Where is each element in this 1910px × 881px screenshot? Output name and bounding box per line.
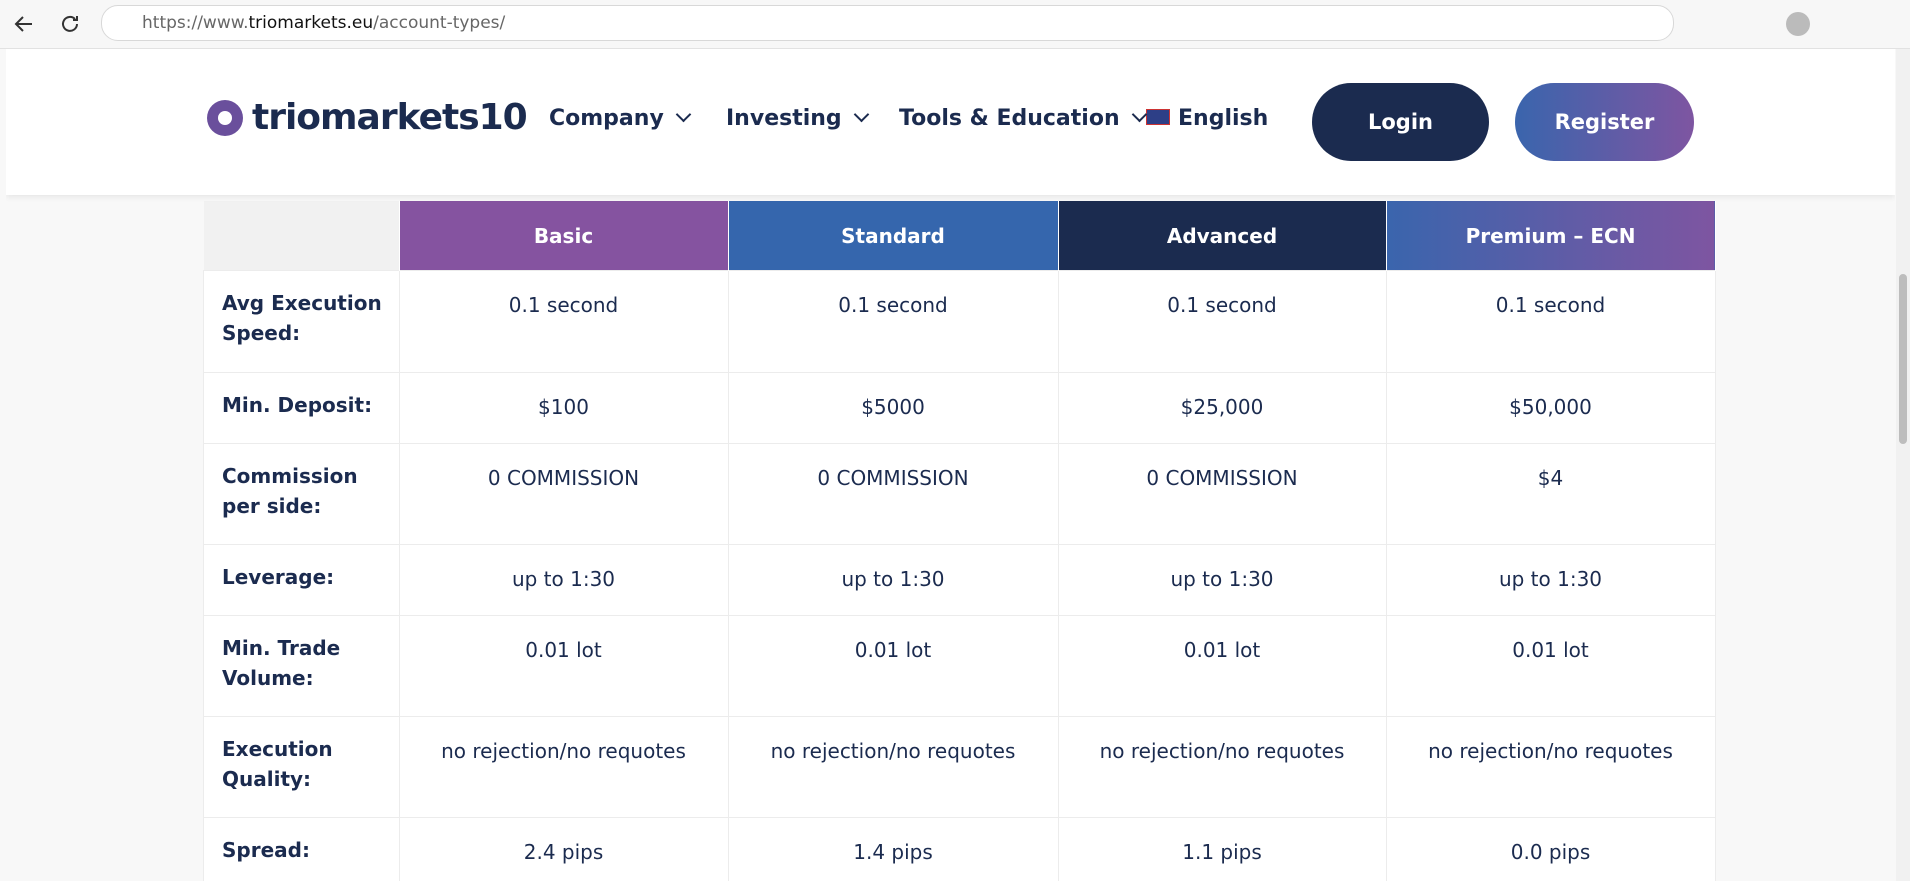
back-button[interactable] [12, 12, 36, 36]
column-header: Premium – ECN [1386, 201, 1716, 271]
register-button[interactable]: Register [1515, 83, 1694, 161]
logo[interactable]: triomarkets10 [252, 97, 528, 138]
header-row: Basic Standard Advanced Premium – ECN [203, 201, 1716, 271]
cell: 0.01 lot [1385, 615, 1716, 717]
site-header: triomarkets10 English Login Register Com… [6, 49, 1895, 195]
url-path: /account-types/ [373, 13, 506, 33]
browser-toolbar: https://www.triomarkets.eu/account-types… [0, 0, 1910, 49]
cell: 0.1 second [1057, 270, 1387, 373]
column-header: Basic [399, 201, 729, 271]
login-button[interactable]: Login [1312, 83, 1489, 161]
row-label: Min. Trade Volume: [203, 615, 400, 717]
table-row: Min. Deposit: $100 $5000 $25,000 $50,000 [203, 372, 1716, 444]
nav-item[interactable]: Investing [726, 106, 869, 131]
cell: 0.0 pips [1385, 817, 1716, 881]
row-label: Execution Quality: [203, 716, 400, 818]
logo-badge: 10 [478, 97, 528, 138]
cell: up to 1:30 [1057, 544, 1387, 616]
cell: 2.4 pips [398, 817, 729, 881]
row-label: Leverage: [203, 544, 400, 616]
cell: $100 [398, 372, 729, 444]
cell: 1.4 pips [727, 817, 1059, 881]
cell: 0 COMMISSION [1057, 443, 1387, 545]
profile-avatar[interactable] [1786, 12, 1810, 36]
cell: no rejection/no requotes [727, 716, 1059, 818]
cell: 0.01 lot [398, 615, 729, 717]
cell: 0.01 lot [727, 615, 1059, 717]
logo-mark [207, 100, 243, 136]
cell: no rejection/no requotes [1385, 716, 1716, 818]
url-host: triomarkets.eu [248, 13, 374, 33]
website: triomarkets10 English Login Register Com… [6, 49, 1895, 881]
row-label: Spread: [203, 817, 400, 881]
cell: up to 1:30 [727, 544, 1059, 616]
cell: no rejection/no requotes [398, 716, 729, 818]
table-row: Leverage: up to 1:30 up to 1:30 up to 1:30 u… [203, 544, 1716, 616]
account-table: Basic Standard Advanced Premium – ECN Avg Ex… [203, 201, 1716, 881]
cell: 0 COMMISSION [727, 443, 1059, 545]
table-row: Spread: 2.4 pips 1.4 pips 1.1 pips 0.0 pips [203, 817, 1716, 881]
cell: 0.1 second [1385, 270, 1716, 373]
nav-label: Tools & Education [899, 106, 1120, 131]
scrollbar [1896, 49, 1910, 881]
chevron [1131, 106, 1147, 123]
row-label: Commission per side: [203, 443, 400, 545]
scrollbar-thumb[interactable] [1899, 274, 1907, 444]
nav-label: Investing [726, 106, 842, 131]
cell: 0.01 lot [1057, 615, 1387, 717]
cell: up to 1:30 [398, 544, 729, 616]
column-header: Standard [728, 201, 1059, 271]
column-header: Advanced [1058, 201, 1387, 271]
cell: 1.1 pips [1057, 817, 1387, 881]
cell: $5000 [727, 372, 1059, 444]
nav-item[interactable]: Tools & Education [899, 106, 1147, 131]
logo-text: triomarkets [252, 97, 480, 138]
corner-cell [203, 201, 400, 271]
table-row: Avg Execution Speed: 0.1 second 0.1 second… [203, 270, 1716, 373]
nav-label: Company [549, 106, 664, 131]
row-label: Avg Execution Speed: [203, 270, 400, 373]
cell: up to 1:30 [1385, 544, 1716, 616]
address-bar[interactable]: https://www.triomarkets.eu/account-types… [101, 5, 1674, 41]
language: English [1178, 106, 1269, 131]
cell: no rejection/no requotes [1057, 716, 1387, 818]
chevron [675, 106, 692, 123]
row-label: Min. Deposit: [203, 372, 400, 444]
cell: 0 COMMISSION [398, 443, 729, 545]
url-prefix: https://www. [142, 13, 249, 33]
chevron [853, 106, 869, 123]
cell: 0.1 second [727, 270, 1059, 373]
flag [1146, 109, 1170, 125]
cell: $4 [1385, 443, 1716, 545]
cell: $25,000 [1057, 372, 1387, 444]
url: https://www.triomarkets.eu/account-types… [142, 6, 505, 40]
table-row: Min. Trade Volume: 0.01 lot 0.01 lot 0.01 l… [203, 615, 1716, 717]
table-row: Execution Quality: no rejection/no requot… [203, 716, 1716, 818]
cell: 0.1 second [398, 270, 729, 373]
nav-item[interactable]: Company [549, 106, 692, 131]
table-row: Commission per side: 0 COMMISSION 0 COMMIS… [203, 443, 1716, 545]
reload-button[interactable] [58, 12, 82, 36]
language-selector[interactable]: English [1146, 106, 1268, 131]
cell: $50,000 [1385, 372, 1716, 444]
